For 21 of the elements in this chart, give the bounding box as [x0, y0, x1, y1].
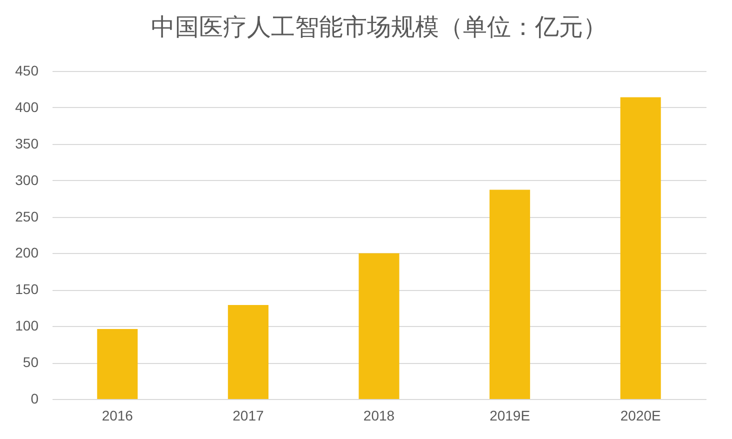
y-tick-label: 50: [22, 354, 39, 370]
x-tick-label: 2020E: [620, 408, 661, 424]
bar: [490, 190, 530, 399]
x-tick-label: 2018: [363, 408, 395, 424]
bar: [620, 97, 661, 399]
chart-title: 中国医疗人工智能市场规模（单位：亿元）: [151, 13, 607, 41]
bar: [97, 329, 138, 399]
x-tick-label: 2017: [232, 408, 264, 424]
y-tick-label: 200: [15, 244, 39, 261]
x-tick-label: 2016: [102, 408, 134, 424]
y-tick-label: 350: [15, 135, 39, 152]
y-tick-label: 400: [15, 98, 39, 115]
y-tick-label: 250: [15, 208, 39, 224]
y-tick-label: 150: [15, 281, 39, 298]
y-tick-label: 450: [15, 62, 39, 78]
x-tick-label: 2019E: [490, 408, 530, 424]
y-tick-label: 300: [15, 172, 39, 188]
y-tick-label: 100: [15, 318, 39, 334]
y-tick-label: 0: [30, 390, 39, 406]
bar: [228, 304, 268, 399]
bar: [358, 253, 400, 399]
